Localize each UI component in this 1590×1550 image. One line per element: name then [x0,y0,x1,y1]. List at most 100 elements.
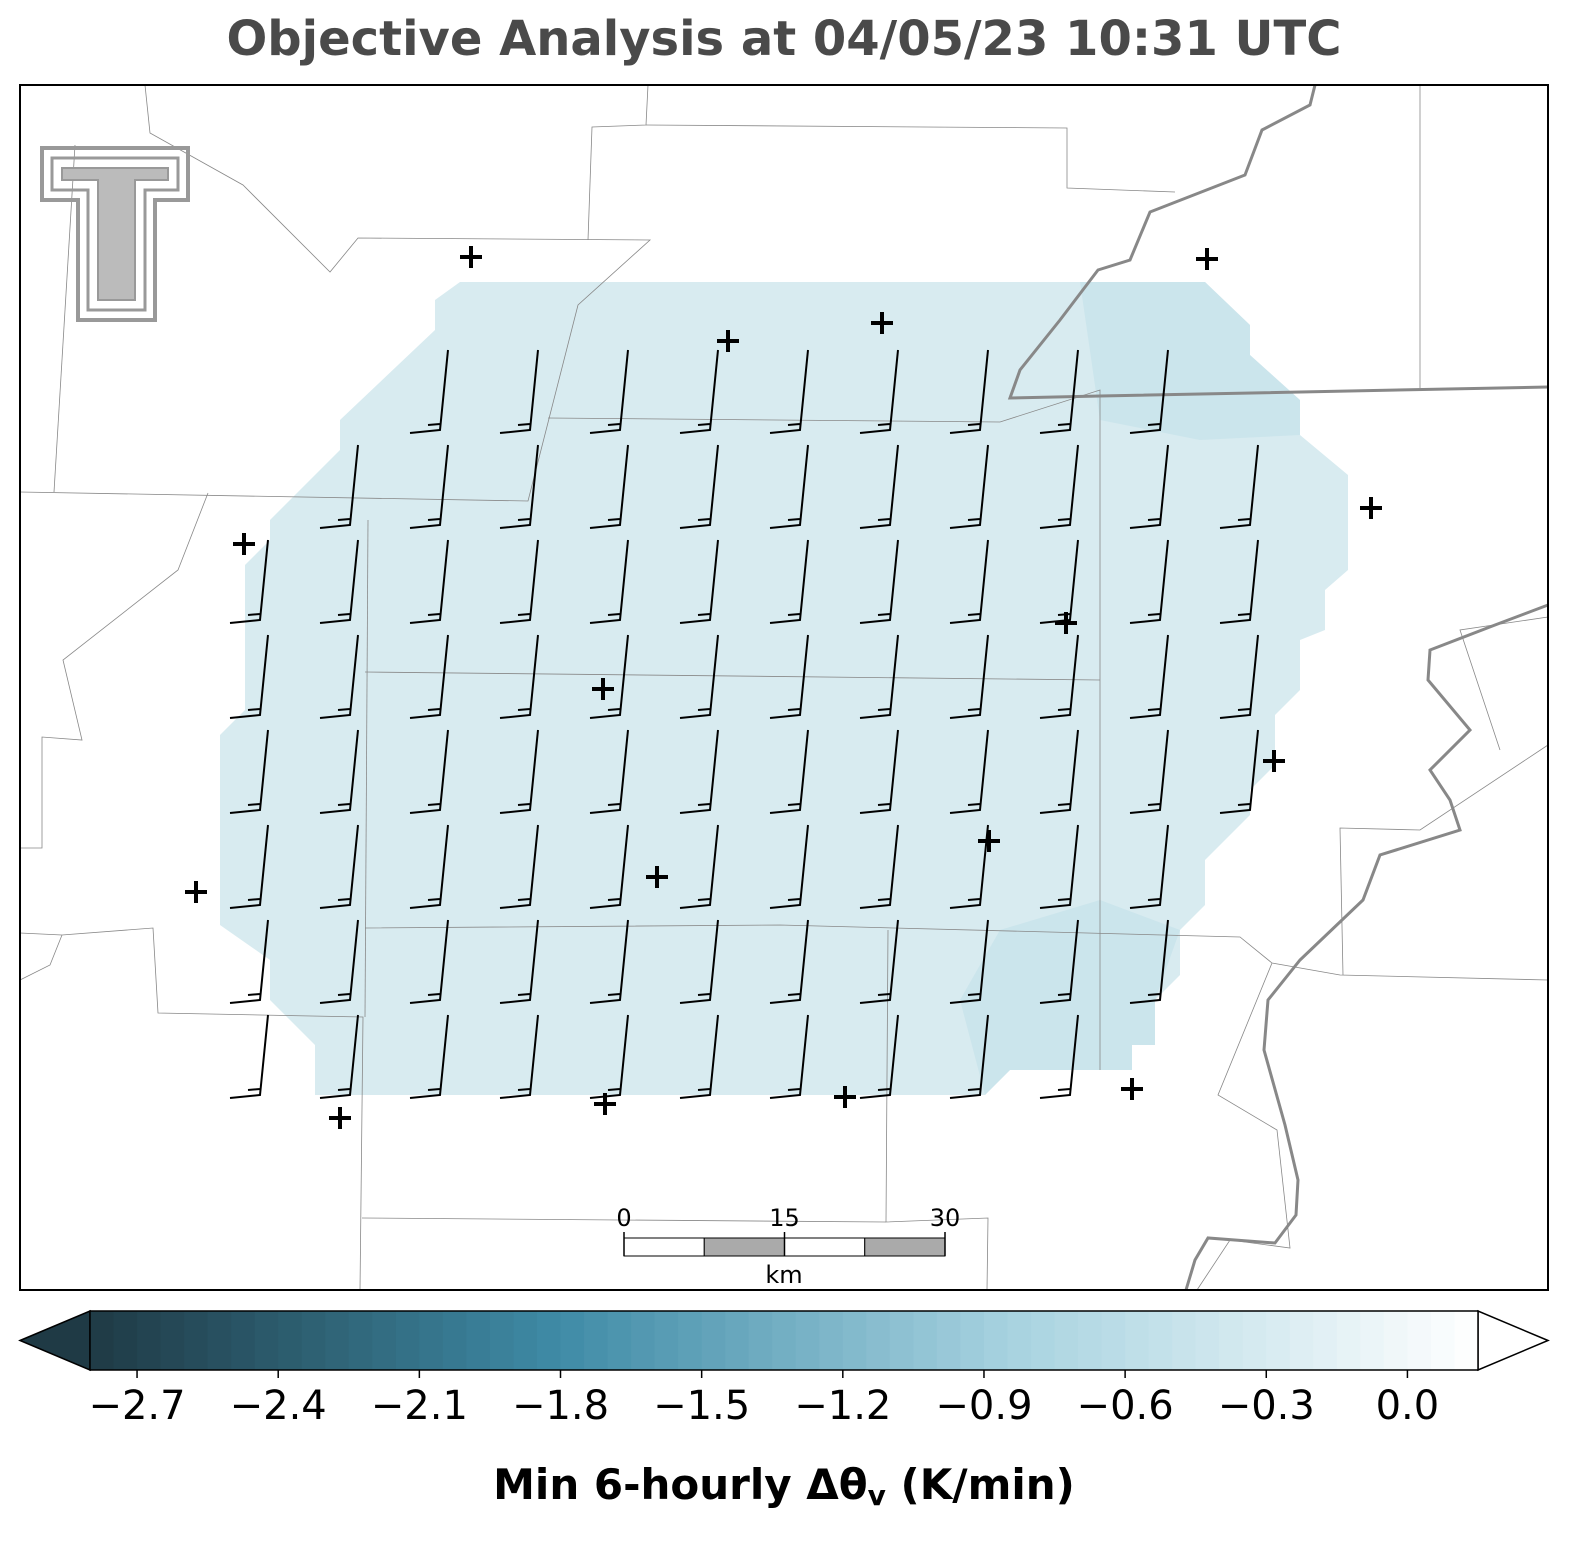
colorbar-tick-label: −2.7 [88,1383,185,1429]
wind-barb [409,349,449,434]
colorbar-band [1454,1311,1479,1370]
colorbar-band [1266,1311,1291,1370]
wind-barb [589,349,629,434]
wind-barb [409,919,449,1004]
station [185,881,207,903]
map [19,84,1549,1291]
wind-barb [679,919,719,1004]
wind-barb [589,824,629,909]
colorbar-band [819,1311,844,1370]
colorbar-tick-label: −2.1 [371,1383,468,1429]
wind-barb [319,1014,359,1099]
colorbar-tick-label: 0.0 [1376,1383,1440,1429]
scale-label: 30 [930,1204,961,1232]
wind-barb [1129,634,1169,719]
colorbar-band [90,1311,115,1370]
station [1263,750,1285,772]
wind-barb [1129,539,1169,624]
colorbar-extend-high [1477,1309,1550,1372]
colorbar-band [137,1311,162,1370]
station [594,1093,616,1115]
colorbar-band [1360,1311,1385,1370]
wind-barb [949,634,989,719]
colorbar-band [1148,1311,1173,1370]
wind-barb [1219,729,1259,814]
wind-barb [229,1014,269,1099]
wind-barb [1129,444,1169,529]
colorbar-band [160,1311,185,1370]
colorbar-band [254,1311,279,1370]
colorbar-band [278,1311,303,1370]
colorbar-band [301,1311,326,1370]
station [1055,612,1077,634]
wind-barb [229,634,269,719]
wind-barb [859,349,899,434]
wind-barb [769,729,809,814]
wind-barb [409,634,449,719]
colorbar-band [1078,1311,1103,1370]
wind-barb [1039,444,1079,529]
wind-barb [319,634,359,719]
wind-barb [1129,729,1169,814]
wind-barb [1039,824,1079,909]
wind-barb [679,634,719,719]
wind-barb [949,1014,989,1099]
colorbar-label: Min 6-hourly Δθv (K/min) [493,1460,1075,1513]
station [871,312,893,334]
station [233,533,255,555]
wind-barb [1129,824,1169,909]
colorbar-band [983,1311,1008,1370]
wind-barb [949,444,989,529]
colorbar-tick-label: −1.5 [653,1383,750,1429]
colorbar-tick-label: −1.8 [512,1383,609,1429]
station [717,330,739,352]
station [834,1086,856,1108]
colorbar-band [1336,1311,1361,1370]
wind-barb [1219,444,1259,529]
colorbar-band [184,1311,209,1370]
colorbar-band [913,1311,938,1370]
wind-barb [679,539,719,624]
wind-barb [229,729,269,814]
wind-barb [859,634,899,719]
wind-barb [409,729,449,814]
colorbar-band [1407,1311,1432,1370]
wind-barbs [229,349,1259,1099]
colorbar-band [936,1311,961,1370]
wind-barb [229,539,269,624]
wind-barb [229,919,269,1004]
wind-barb [769,634,809,719]
colorbar-band [1172,1311,1197,1370]
wind-barb [589,1014,629,1099]
wind-barb [499,1014,539,1099]
wind-barb [1129,349,1169,434]
colorbar-tick-label: −0.9 [935,1383,1032,1429]
wind-barb [949,919,989,1004]
wind-barb [1039,349,1079,434]
wind-barb [499,824,539,909]
wind-barb [409,1014,449,1099]
wind-barb [409,824,449,909]
scale-bar: km 0 15 30 [616,1204,960,1289]
colorbar-band [231,1311,256,1370]
label-text: (K/min) [886,1460,1075,1509]
station [1196,248,1218,270]
wind-barb [409,444,449,529]
colorbar-tick-label: −2.4 [230,1383,327,1429]
colorbar-band [1430,1311,1455,1370]
scale-segment [784,1237,866,1257]
station [1121,1078,1143,1100]
wind-barb [1219,539,1259,624]
wind-barb [499,444,539,529]
wind-barb [859,1014,899,1099]
wind-barb [589,444,629,529]
wind-barb [589,634,629,719]
colorbar-band [678,1311,703,1370]
scale-segment [703,1237,785,1257]
wind-barb [769,539,809,624]
colorbar-tick-label: −0.3 [1218,1383,1315,1429]
wind-barb [769,349,809,434]
wind-barb [499,634,539,719]
scale-segment [623,1237,705,1257]
